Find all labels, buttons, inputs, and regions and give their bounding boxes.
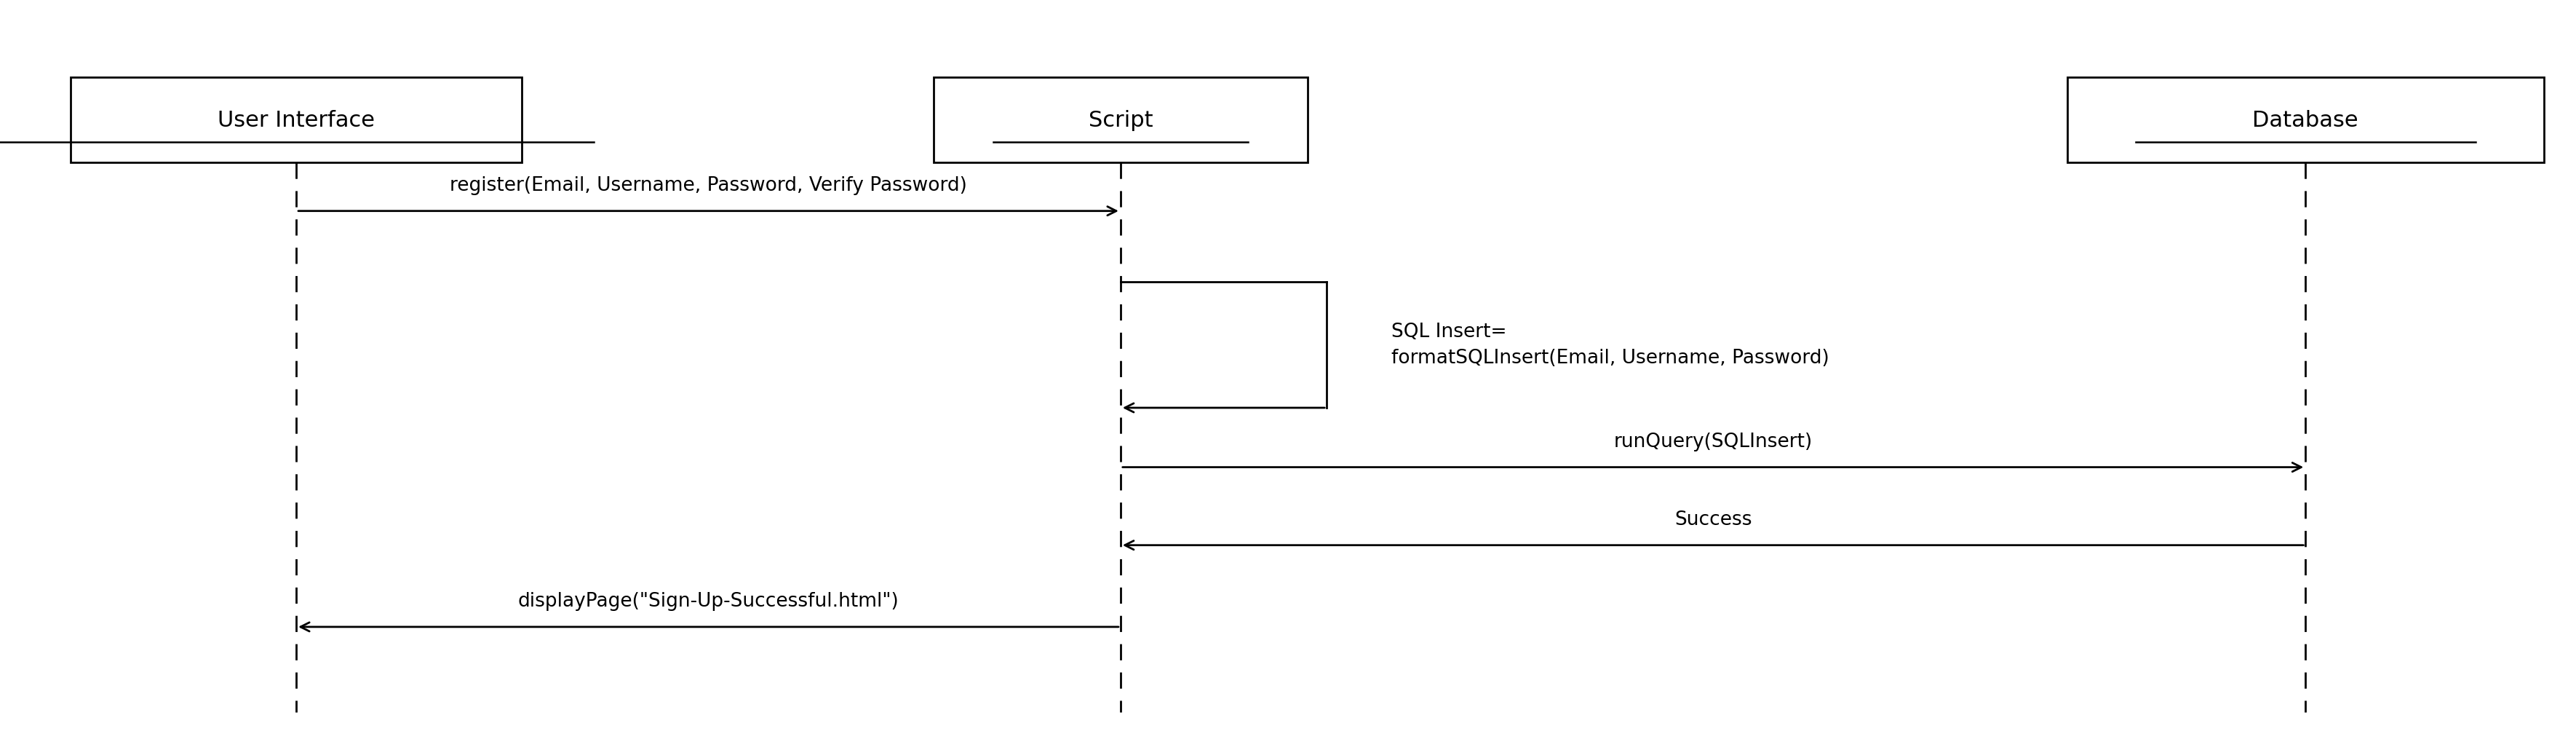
Bar [72,78,520,163]
Text: Success: Success [1674,510,1752,529]
Text: runQuery(SQLInsert): runQuery(SQLInsert) [1613,433,1814,451]
Bar [933,78,1306,163]
Text: User Interface: User Interface [216,110,376,131]
Text: register(Email, Username, Password, Verify Password): register(Email, Username, Password, Veri… [451,177,966,195]
Text: SQL Insert=
formatSQLInsert(Email, Username, Password): SQL Insert= formatSQLInsert(Email, Usern… [1391,323,1829,367]
Text: Script: Script [1087,110,1154,131]
Text: Database: Database [2251,110,2360,131]
Bar [2066,78,2545,163]
Text: displayPage("Sign-Up-Successful.html"): displayPage("Sign-Up-Successful.html") [518,592,899,611]
